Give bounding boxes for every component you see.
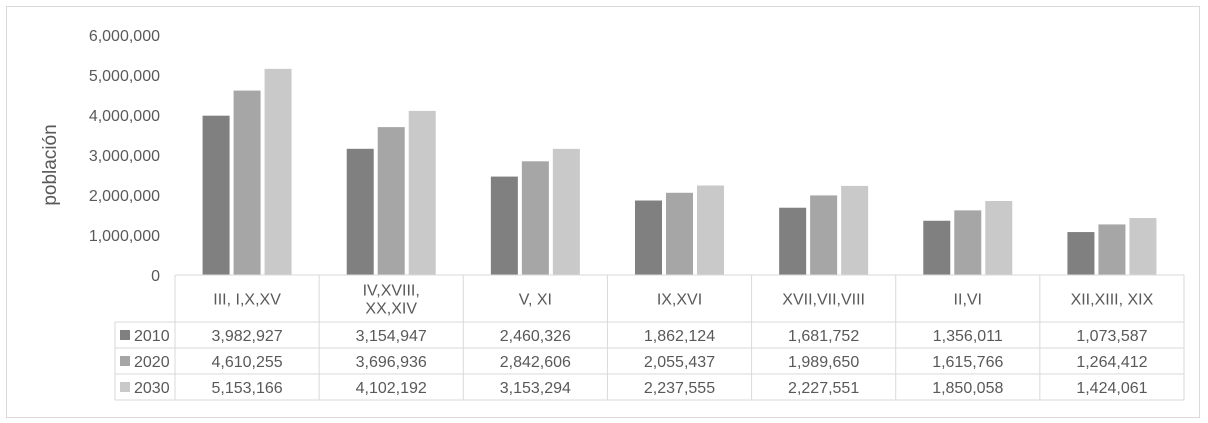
bar-2020-6 <box>954 210 982 275</box>
category-label: III, I,X,XV <box>213 292 281 309</box>
bar-2030-2 <box>408 110 436 275</box>
bar-2020-4 <box>666 192 693 275</box>
data-value: 3,153,294 <box>500 380 571 397</box>
bar-2030-1 <box>264 68 292 276</box>
data-value: 2,227,551 <box>788 380 859 397</box>
y-tick-label: 0 <box>151 268 160 285</box>
data-value: 4,610,255 <box>211 354 282 371</box>
y-tick-label: 2,000,000 <box>89 188 160 205</box>
bar-2030-6 <box>985 200 1013 275</box>
data-value: 1,264,412 <box>1076 354 1147 371</box>
bar-2030-3 <box>552 148 580 275</box>
category-label: IV,XVIII, XX,XIV <box>363 283 420 318</box>
legend-key-2020 <box>120 356 130 366</box>
y-tick-label: 6,000,000 <box>89 28 160 45</box>
legend-label-2020: 2020 <box>134 354 170 371</box>
data-value: 2,460,326 <box>500 328 571 345</box>
bar-2010-6 <box>923 220 951 275</box>
y-tick-label: 3,000,000 <box>89 148 160 165</box>
category-label: XII,XIII, XIX <box>1071 292 1154 309</box>
data-value: 5,153,166 <box>211 380 282 397</box>
legend-label-2030: 2030 <box>134 380 170 397</box>
bar-2030-5 <box>841 185 869 275</box>
data-value: 1,356,011 <box>933 328 1003 345</box>
category-label: IX,XVI <box>657 292 702 309</box>
bar-2010-1 <box>202 115 230 275</box>
category-label: XVII,VII,VIII <box>782 292 865 309</box>
bar-2030-4 <box>697 185 724 275</box>
data-value: 2,055,437 <box>644 354 715 371</box>
data-value: 1,424,061 <box>1076 380 1147 397</box>
data-value: 1,862,124 <box>644 328 715 345</box>
bar-2010-7 <box>1067 232 1095 275</box>
data-value: 2,842,606 <box>500 354 571 371</box>
data-value: 1,073,587 <box>1076 328 1147 345</box>
bar-2020-7 <box>1098 224 1126 275</box>
bar-2020-1 <box>233 90 261 275</box>
category-label: II,VI <box>954 292 982 309</box>
y-axis-title: población <box>40 124 61 205</box>
data-value: 1,989,650 <box>788 354 859 371</box>
data-value: 4,102,192 <box>356 380 427 397</box>
bar-2020-3 <box>521 161 549 275</box>
bar-2010-4 <box>635 200 662 275</box>
y-tick-label: 5,000,000 <box>89 68 160 85</box>
legend-key-2030 <box>120 382 130 392</box>
bar-2020-5 <box>810 195 838 275</box>
data-value: 3,696,936 <box>356 354 427 371</box>
bar-2010-2 <box>346 148 374 275</box>
legend-label-2010: 2010 <box>134 328 170 345</box>
bar-2020-2 <box>377 127 405 275</box>
data-value: 3,154,947 <box>356 328 427 345</box>
data-value: 1,681,752 <box>788 328 859 345</box>
data-value: 2,237,555 <box>644 380 715 397</box>
bar-2010-3 <box>490 176 518 275</box>
category-label: V, XI <box>519 292 552 309</box>
bar-2010-5 <box>779 207 807 275</box>
legend-key-2010 <box>120 330 130 340</box>
data-value: 3,982,927 <box>211 328 282 345</box>
data-value: 1,615,766 <box>932 354 1003 371</box>
y-tick-label: 4,000,000 <box>89 108 160 125</box>
y-tick-label: 1,000,000 <box>89 228 160 245</box>
data-value: 1,850,058 <box>932 380 1003 397</box>
bar-2030-7 <box>1129 218 1157 275</box>
